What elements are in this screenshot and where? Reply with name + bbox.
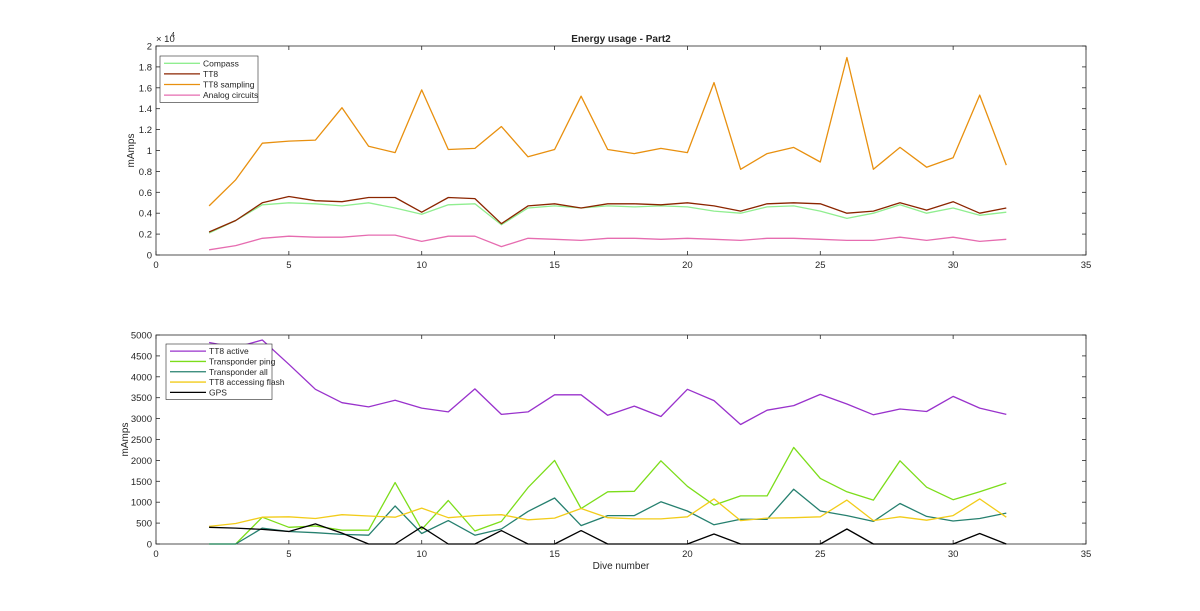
bottom-y-tick-label: 0 [147, 540, 152, 551]
series-line-tt8 [208, 195, 1007, 233]
top-plot-area [155, 45, 1087, 256]
bottom-y-tick-label: 4000 [131, 372, 152, 383]
legend-entry-label: TT8 sampling [203, 80, 255, 90]
bottom-x-tick-label: 30 [948, 549, 959, 560]
top-y-tick-label: 0.8 [139, 167, 152, 178]
top-y-exponent-power: 4 [171, 32, 175, 39]
top-x-tick-label: 20 [682, 260, 693, 271]
series-line-transponder-all [209, 488, 1007, 545]
bottom-y-tick-label: 4500 [131, 351, 152, 362]
bottom-x-tick-label: 25 [815, 549, 826, 560]
top-y-tick-label: 0.2 [139, 230, 152, 241]
bottom-plot-area [155, 334, 1087, 545]
legend-entry-label: GPS [209, 387, 227, 397]
bottom-y-tick-label: 1500 [131, 477, 152, 488]
series-line-gps [209, 523, 1007, 545]
top-x-tick-label: 0 [153, 260, 158, 271]
bottom-axis-ticks: 0 5 10 15 20 25 30 35 0 500 1000 1500 2000 2500 3000 35… [131, 331, 1091, 561]
series-line-analog-circuits [208, 234, 1007, 251]
bottom-y-tick-label: 500 [136, 519, 152, 530]
top-x-tick-label: 5 [286, 260, 291, 271]
bottom-y-tick-label: 1000 [131, 498, 152, 509]
top-y-exponent-base: × 10 [156, 34, 175, 45]
top-x-tick-label: 35 [1081, 260, 1092, 271]
series-line-transponder-ping [209, 446, 1007, 545]
top-y-tick-label: 0 [147, 251, 152, 262]
top-energy-chart: Energy usage - Part2 mAmps × 10 4 0 5 10 15… [126, 32, 1091, 271]
top-y-tick-label: 1.2 [139, 125, 152, 136]
bottom-y-axis-label: mAmps [120, 423, 131, 457]
bottom-x-tick-label: 10 [416, 549, 427, 560]
top-y-tick-label: 1 [147, 146, 152, 157]
bottom-energy-chart: Dive number mAmps 0 5 10 15 20 25 30 35 0 500 1000… [120, 331, 1091, 573]
series-line-tt8-accessing-flash [209, 498, 1007, 528]
series-line-compass [208, 202, 1007, 234]
legend-entry-label: Compass [203, 58, 239, 68]
bottom-y-tick-label: 3500 [131, 393, 152, 404]
bottom-x-axis-label: Dive number [593, 561, 650, 572]
top-y-tick-label: 1.4 [139, 104, 152, 115]
bottom-y-tick-label: 2000 [131, 456, 152, 467]
legend-entry-label: Transponder ping [209, 356, 276, 366]
bottom-x-tick-label: 15 [549, 549, 560, 560]
series-line-tt8-active [208, 339, 1007, 426]
top-y-tick-label: 0.6 [139, 188, 152, 199]
bottom-y-tick-label: 5000 [131, 331, 152, 342]
legend-entry-label: Analog circuits [203, 90, 258, 100]
top-axis-ticks: 0 5 10 15 20 25 30 35 0 0.2 0.4 0.6 0.8 1 1.2 1.4 1.6 1.8… [139, 42, 1092, 272]
legend-entry-label: TT8 active [209, 346, 249, 356]
bottom-y-tick-label: 2500 [131, 435, 152, 446]
bottom-x-tick-label: 20 [682, 549, 693, 560]
legend-entry-label: TT8 accessing flash [209, 377, 285, 387]
bottom-x-tick-label: 5 [286, 549, 291, 560]
top-series-lines [208, 56, 1007, 251]
top-chart-title: Energy usage - Part2 [571, 34, 671, 45]
top-x-tick-label: 25 [815, 260, 826, 271]
bottom-x-tick-label: 35 [1081, 549, 1092, 560]
top-y-tick-label: 0.4 [139, 209, 152, 220]
bottom-x-tick-label: 0 [153, 549, 158, 560]
bottom-series-lines [208, 339, 1007, 545]
bottom-y-tick-label: 3000 [131, 414, 152, 425]
series-line-tt8-sampling [208, 56, 1007, 207]
top-y-tick-label: 1.6 [139, 83, 152, 94]
top-x-tick-label: 15 [549, 260, 560, 271]
top-y-tick-label: 2 [147, 42, 152, 53]
top-y-tick-label: 1.8 [139, 62, 152, 73]
top-x-tick-label: 10 [416, 260, 427, 271]
legend-entry-label: TT8 [203, 69, 218, 79]
legend-entry-label: Transponder all [209, 367, 268, 377]
top-y-axis-label: mAmps [126, 134, 137, 168]
top-y-exponent: × 10 4 [156, 32, 175, 45]
top-x-tick-label: 30 [948, 260, 959, 271]
